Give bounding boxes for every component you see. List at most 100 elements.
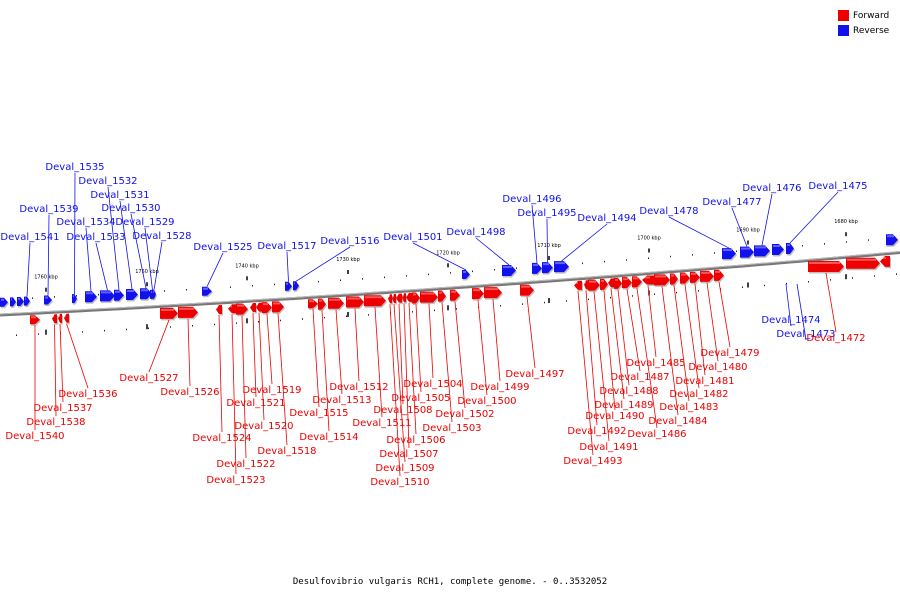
gene-deval-1515[interactable] <box>308 299 319 310</box>
gene-label-deval-1503[interactable]: Deval_1503 <box>422 302 482 434</box>
gene-label-deval-1536[interactable]: Deval_1536 <box>58 323 118 400</box>
gene-label-deval-1514[interactable]: Deval_1514 <box>299 310 359 443</box>
gene-deval-1491[interactable] <box>588 279 601 293</box>
gene-deval-1510[interactable] <box>388 294 393 305</box>
gene-deval-1497[interactable] <box>520 284 535 298</box>
gene-deval-1482[interactable] <box>680 272 691 286</box>
gene-rev-17[interactable] <box>17 296 25 308</box>
gene-deval-1504[interactable] <box>420 291 439 305</box>
gene-label-deval-1472[interactable]: Deval_1472 <box>806 272 866 344</box>
gene-deval-1518[interactable] <box>272 301 285 314</box>
gene-label-deval-1525[interactable]: Deval_1525 <box>193 242 253 287</box>
gene-label-deval-1496[interactable]: Deval_1496 <box>502 194 562 263</box>
gene-label-deval-1507[interactable]: Deval_1507 <box>379 303 439 460</box>
gene-deval-1540[interactable] <box>30 315 41 326</box>
gene-label-deval-1532[interactable]: Deval_1532 <box>78 176 138 290</box>
gene-deval-1527[interactable] <box>160 307 179 321</box>
gene-label-deval-1493[interactable]: Deval_1493 <box>563 290 623 467</box>
gene-label-deval-1515[interactable]: Deval_1515 <box>289 309 349 419</box>
gene-deval-1502[interactable] <box>450 289 461 303</box>
gene-label-deval-1535[interactable]: Deval_1535 <box>45 162 105 295</box>
gene-label-deval-1473[interactable]: Deval_1473 <box>776 283 836 341</box>
gene-label-deval-1492[interactable]: Deval_1492 <box>567 290 627 437</box>
gene-label-deval-1485[interactable]: Deval_1485 <box>626 285 686 369</box>
gene-deval-1526[interactable] <box>178 306 199 320</box>
gene-label-deval-1534[interactable]: Deval_1534 <box>56 217 116 292</box>
gene-label-deval-1538[interactable]: Deval_1538 <box>26 324 86 428</box>
gene-deval-1517[interactable] <box>285 281 293 293</box>
gene-deval-1472[interactable] <box>808 260 845 274</box>
gene-deval-1532[interactable] <box>114 289 125 303</box>
gene-deval-1490[interactable] <box>600 278 609 292</box>
gene-deval-1478[interactable] <box>722 248 737 261</box>
gene-deval-1495[interactable] <box>542 262 554 275</box>
gene-label-deval-1505[interactable]: Deval_1505 <box>391 304 451 404</box>
gene-deval-1531[interactable] <box>126 289 139 302</box>
gene-deval-1479[interactable] <box>714 269 725 283</box>
gene-label-deval-1529[interactable]: Deval_1529 <box>115 217 175 290</box>
gene-label-deval-1479[interactable]: Deval_1479 <box>700 281 760 359</box>
gene-deval-1507[interactable] <box>402 293 407 304</box>
gene-deval-1484[interactable] <box>654 274 671 287</box>
gene-label-deval-1487[interactable]: Deval_1487 <box>610 289 670 383</box>
gene-label-deval-1508[interactable]: Deval_1508 <box>373 303 433 416</box>
gene-deval-1521[interactable] <box>250 302 257 314</box>
gene-deval-1523[interactable] <box>228 304 237 315</box>
gene-deval-1509[interactable] <box>392 293 397 305</box>
gene-deval-1541[interactable] <box>24 296 31 308</box>
gene-label-deval-1500[interactable]: Deval_1500 <box>457 300 517 407</box>
gene-label-deval-1541[interactable]: Deval_1541 <box>0 232 60 297</box>
gene-deval-1514[interactable] <box>318 298 327 312</box>
gene-label-deval-1510[interactable]: Deval_1510 <box>370 304 430 488</box>
gene-label-deval-1517[interactable]: Deval_1517 <box>257 241 317 282</box>
gene-deval-1512[interactable] <box>346 296 365 310</box>
gene-deval-1536[interactable] <box>64 313 70 325</box>
gene-label-deval-1540[interactable]: Deval_1540 <box>5 325 65 442</box>
gene-deval-1535[interactable] <box>72 294 78 305</box>
gene-deval-1499[interactable] <box>484 287 503 300</box>
gene-label-deval-1511[interactable]: Deval_1511 <box>352 307 412 429</box>
gene-deval-1522[interactable] <box>236 303 249 317</box>
gene-label-deval-1475[interactable]: Deval_1475 <box>789 181 868 244</box>
gene-deval-1493[interactable] <box>574 280 583 292</box>
gene-fwd-846[interactable] <box>846 257 881 271</box>
gene-deval-1513[interactable] <box>328 297 345 311</box>
gene-label-deval-1512[interactable]: Deval_1512 <box>329 308 389 393</box>
gene-label-deval-1483[interactable]: Deval_1483 <box>659 285 719 413</box>
gene-deval-1533[interactable] <box>100 290 116 303</box>
gene-label-deval-1531[interactable]: Deval_1531 <box>90 190 150 290</box>
gene-label-deval-1476[interactable]: Deval_1476 <box>742 183 802 246</box>
gene-deval-1475[interactable] <box>786 243 795 256</box>
gene-label-deval-1537[interactable]: Deval_1537 <box>33 323 93 414</box>
gene-label-deval-1480[interactable]: Deval_1480 <box>688 282 748 373</box>
gene-deval-1505[interactable] <box>412 292 421 305</box>
gene-deval-1508[interactable] <box>396 293 403 305</box>
gene-deval-1476[interactable] <box>754 245 771 258</box>
gene-deval-1503[interactable] <box>438 290 447 304</box>
gene-deval-1537[interactable] <box>58 313 63 325</box>
gene-label-deval-1497[interactable]: Deval_1497 <box>505 296 565 380</box>
gene-label-deval-1518[interactable]: Deval_1518 <box>257 313 317 457</box>
gene-rev-10[interactable] <box>10 297 17 308</box>
gene-deval-1480[interactable] <box>700 270 715 284</box>
gene-label-deval-1502[interactable]: Deval_1502 <box>435 301 495 420</box>
gene-deval-1500[interactable] <box>472 288 485 301</box>
gene-label-deval-1482[interactable]: Deval_1482 <box>669 284 729 400</box>
gene-label-deval-1522[interactable]: Deval_1522 <box>216 315 276 470</box>
gene-deval-1516[interactable] <box>293 281 300 292</box>
gene-deval-1539[interactable] <box>44 295 53 307</box>
gene-label-deval-1524[interactable]: Deval_1524 <box>192 315 252 444</box>
gene-deval-1494[interactable] <box>554 261 570 274</box>
gene-deval-1501[interactable] <box>462 270 471 281</box>
gene-deval-1524[interactable] <box>216 305 223 316</box>
gene-label-deval-1498[interactable]: Deval_1498 <box>446 227 510 266</box>
gene-deval-1489[interactable] <box>608 278 615 289</box>
gene-deval-1481[interactable] <box>690 271 701 285</box>
gene-deval-1511[interactable] <box>364 295 387 308</box>
gene-label-deval-1481[interactable]: Deval_1481 <box>675 283 735 387</box>
gene-label-deval-1506[interactable]: Deval_1506 <box>386 302 446 446</box>
gene-label-deval-1478[interactable]: Deval_1478 <box>639 206 730 249</box>
gene-label-deval-1533[interactable]: Deval_1533 <box>66 232 126 291</box>
gene-deval-1477[interactable] <box>740 246 755 260</box>
gene-label-deval-1528[interactable]: Deval_1528 <box>132 231 192 290</box>
